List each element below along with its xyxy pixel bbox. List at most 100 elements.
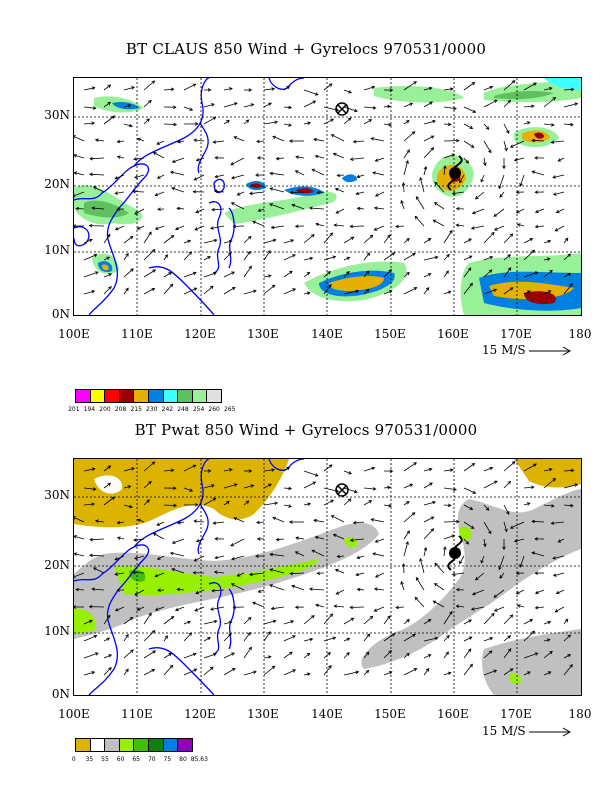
wind-arrowhead bbox=[228, 468, 233, 472]
wind-arrowhead bbox=[168, 653, 173, 657]
wind-arrow bbox=[334, 224, 345, 227]
wind-arrow bbox=[343, 290, 359, 295]
wind-arrow bbox=[483, 86, 493, 91]
wind-arrow bbox=[270, 172, 285, 176]
wind-arrow bbox=[443, 254, 450, 261]
wind-arrow bbox=[363, 616, 373, 625]
wind-arrowhead bbox=[388, 290, 393, 294]
wind-arrowhead bbox=[350, 236, 355, 240]
wind-arrowhead bbox=[74, 574, 76, 579]
wind-arrowhead bbox=[434, 181, 438, 186]
wind-arrowhead bbox=[513, 539, 518, 543]
wind-arrow bbox=[331, 515, 345, 523]
wind-arrowhead bbox=[177, 520, 181, 525]
wind-arrowhead bbox=[332, 636, 337, 640]
wind-arrow bbox=[514, 157, 525, 161]
wind-arrowhead bbox=[248, 572, 253, 577]
wind-arrow bbox=[291, 585, 305, 591]
wind-arrow bbox=[383, 105, 391, 108]
wind-arrow bbox=[503, 614, 513, 625]
wind-arrowhead bbox=[413, 287, 418, 291]
wind-arrowhead bbox=[313, 137, 318, 142]
wind-arrowhead bbox=[459, 179, 463, 184]
wind-arrow bbox=[456, 605, 465, 608]
wind-arrowhead bbox=[387, 104, 392, 109]
wind-arrowhead bbox=[352, 139, 357, 144]
wind-arrowhead bbox=[292, 288, 297, 292]
wind-arrowhead bbox=[432, 119, 437, 124]
wind-arrow bbox=[356, 555, 365, 559]
wind-arrowhead bbox=[151, 80, 156, 84]
wind-arrowhead bbox=[387, 234, 391, 239]
wind-arrow bbox=[203, 497, 216, 506]
wind-arrow bbox=[170, 552, 185, 557]
wind-arrowhead bbox=[195, 122, 199, 126]
wind-arrowhead bbox=[170, 615, 175, 620]
wind-arrowhead bbox=[507, 99, 512, 104]
wind-arrow bbox=[243, 290, 257, 295]
wind-arrow bbox=[336, 208, 345, 214]
wind-arrow bbox=[471, 225, 485, 229]
wind-arrowhead bbox=[275, 156, 280, 161]
wind-arrowhead bbox=[272, 516, 277, 520]
wind-arrowhead bbox=[268, 102, 272, 106]
wind-arrowhead bbox=[369, 234, 374, 239]
wind-arrowhead bbox=[250, 484, 255, 488]
wind-arrow bbox=[543, 478, 556, 489]
wind-arrowhead bbox=[432, 600, 437, 604]
wind-arrow bbox=[535, 208, 545, 213]
wind-arrowhead bbox=[346, 652, 350, 656]
wind-arrowhead bbox=[405, 501, 410, 505]
wind-arrowhead bbox=[347, 498, 352, 502]
wind-arrow bbox=[443, 535, 455, 540]
wind-arrowhead bbox=[555, 209, 560, 214]
wind-arrow bbox=[423, 528, 434, 540]
wind-arrowhead bbox=[270, 606, 275, 611]
wind-arrowhead bbox=[355, 670, 360, 675]
wind-arrowhead bbox=[427, 273, 432, 277]
wind-arrow bbox=[343, 117, 352, 125]
wind-arrow bbox=[553, 572, 565, 577]
wind-arrowhead bbox=[306, 291, 311, 296]
wind-arrow bbox=[403, 563, 405, 574]
wind-arrowhead bbox=[136, 518, 141, 523]
wind-arrowhead bbox=[154, 607, 159, 611]
wind-arrow bbox=[103, 273, 112, 278]
wind-arrow bbox=[483, 232, 495, 244]
p2-coastlines bbox=[74, 459, 305, 695]
wind-arrow bbox=[543, 123, 555, 126]
wind-arrowhead bbox=[411, 131, 416, 135]
wind-arrowhead bbox=[336, 554, 341, 559]
wind-arrow bbox=[483, 670, 497, 676]
wind-arrowhead bbox=[248, 646, 252, 651]
wind-arrowhead bbox=[574, 102, 579, 106]
wind-arrowhead bbox=[480, 178, 484, 183]
wind-arrow bbox=[403, 149, 410, 159]
wind-arrowhead bbox=[443, 546, 447, 550]
wind-arrowhead bbox=[328, 664, 332, 669]
wind-arrow bbox=[483, 521, 492, 534]
wind-arrow bbox=[503, 233, 513, 244]
wind-arrowhead bbox=[430, 135, 435, 139]
wind-arrow bbox=[263, 502, 278, 506]
panel1-colorbar-label: 208 bbox=[114, 406, 127, 413]
wind-arrowhead bbox=[527, 671, 531, 675]
wind-arrowhead bbox=[247, 616, 252, 621]
wind-arrow bbox=[183, 487, 193, 492]
wind-arrow bbox=[463, 238, 472, 244]
p1-colorbar bbox=[75, 389, 222, 403]
wind-arrowhead bbox=[267, 655, 272, 659]
wind-arrow bbox=[415, 577, 425, 591]
wind-arrowhead bbox=[148, 480, 152, 485]
wind-arrowhead bbox=[370, 518, 375, 522]
wind-arrow bbox=[434, 562, 445, 574]
wind-arrowhead bbox=[493, 669, 498, 673]
wind-arrowhead bbox=[515, 571, 520, 575]
wind-arrow bbox=[499, 572, 505, 579]
wind-arrow bbox=[134, 174, 145, 178]
wind-arrow bbox=[83, 468, 95, 472]
wind-arrowhead bbox=[292, 254, 296, 258]
wind-arrow bbox=[123, 485, 131, 489]
wind-arrow bbox=[523, 238, 533, 244]
wind-arrowhead bbox=[372, 552, 377, 556]
